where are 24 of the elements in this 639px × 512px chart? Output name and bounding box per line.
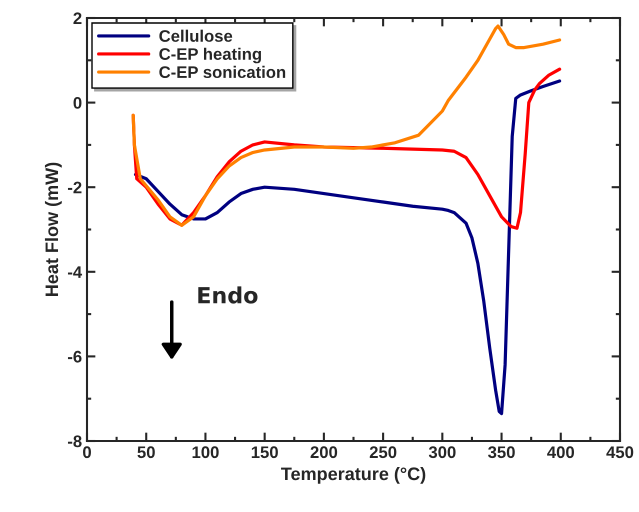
x-tick-label: 300 [428,446,456,458]
annotation: Endo [198,286,258,304]
x-tick-label: 50 [137,446,155,458]
x-tick-label: 200 [310,446,338,458]
y-axis-title: Heat Flow (mW) [44,162,62,296]
y-tick-label: -2 [68,182,82,194]
y-tick-label: 2 [73,12,82,24]
legend-label: Cellulose [159,30,232,42]
x-tick-label: 400 [547,446,574,458]
x-tick-label: 450 [606,446,634,458]
line-series [134,79,562,416]
y-tick-label: 0 [74,97,82,109]
x-tick-label: 150 [252,446,278,458]
x-tick-label: 100 [192,446,219,458]
line-series [132,24,562,227]
y-tick-label: -8 [68,435,82,448]
y-tick-label: -4 [68,266,82,278]
y-tick-label: -6 [68,350,82,363]
x-tick-label: 250 [370,446,396,458]
legend-label: C-EP sonication [159,66,286,78]
legend-label: C-EP heating [159,48,261,64]
x-tick-label: 0 [83,446,91,458]
x-tick-label: 350 [488,446,515,458]
x-axis-title: Temperature (°C) [281,466,426,484]
